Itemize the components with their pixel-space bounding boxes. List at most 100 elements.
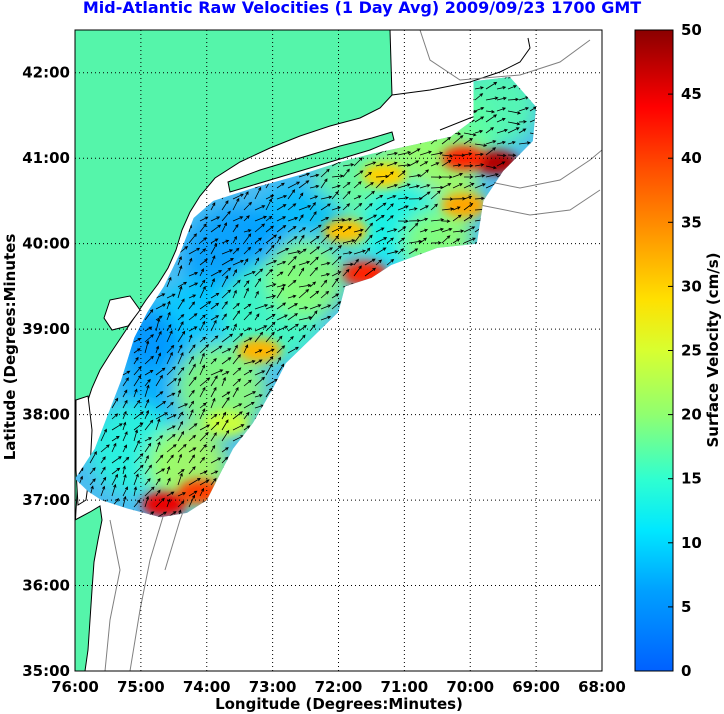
velocity-arrow — [298, 324, 307, 332]
velocity-arrow — [287, 264, 296, 277]
velocity-arrow — [133, 486, 138, 497]
velocity-arrow — [254, 205, 266, 211]
velocity-arrow — [177, 430, 185, 442]
x-tick-label: 72:00 — [315, 678, 363, 696]
velocity-arrow — [496, 96, 507, 101]
velocity-arrow — [254, 248, 263, 255]
velocity-arrow — [287, 335, 294, 343]
velocity-arrow — [243, 201, 253, 211]
velocity-arrow — [474, 116, 485, 123]
velocity-arrow — [133, 388, 138, 398]
velocity-arrow — [221, 348, 232, 354]
velocity-arrow — [386, 228, 398, 233]
velocity-arrow — [419, 169, 430, 178]
velocity-arrow — [386, 215, 394, 222]
velocity-arrow — [210, 292, 220, 299]
velocity-arrow — [243, 271, 256, 277]
colorbar-tick-label: 40 — [681, 149, 702, 167]
velocity-arrow — [430, 190, 441, 200]
velocity-arrow — [243, 337, 253, 343]
delaware-bay — [103, 295, 141, 331]
velocity-arrow — [463, 202, 474, 211]
velocity-arrow — [232, 310, 241, 321]
velocity-arrow — [100, 485, 106, 497]
velocity-arrow — [232, 386, 239, 398]
velocity-arrow — [133, 356, 139, 365]
velocity-arrow — [210, 302, 220, 310]
velocity-arrow — [199, 314, 206, 321]
velocity-arrow — [133, 374, 142, 387]
velocity-arrow — [243, 369, 253, 376]
x-tick-label: 74:00 — [183, 678, 231, 696]
velocity-arrow — [144, 369, 154, 376]
velocity-arrow — [188, 423, 198, 431]
velocity-arrow — [199, 268, 204, 277]
velocity-arrow — [298, 214, 304, 222]
velocity-arrow — [419, 150, 432, 156]
y-tick-label: 40:00 — [22, 235, 70, 253]
velocity-arrow — [254, 237, 263, 244]
velocity-arrow — [474, 107, 485, 112]
velocity-arrow — [232, 223, 239, 233]
velocity-arrow — [254, 186, 262, 200]
velocity-arrow — [221, 456, 229, 464]
velocity-arrow — [276, 325, 289, 332]
velocity-arrow — [243, 411, 250, 420]
velocity-arrow — [485, 127, 494, 134]
velocity-arrow — [111, 397, 119, 409]
velocity-arrow — [166, 351, 173, 365]
velocity-arrow — [133, 399, 141, 409]
velocity-arrow — [199, 285, 206, 299]
velocity-arrow — [254, 277, 262, 288]
velocity-hotspot — [441, 193, 486, 218]
velocity-arrow — [210, 315, 220, 321]
velocity-arrow — [199, 364, 205, 376]
velocity-arrow — [221, 300, 228, 310]
velocity-arrow — [408, 222, 419, 233]
velocity-arrow — [309, 184, 320, 189]
velocity-arrow — [419, 237, 427, 244]
velocity-arrow — [298, 248, 307, 255]
velocity-arrow — [496, 161, 506, 167]
velocity-arrow — [111, 467, 121, 475]
velocity-arrow — [430, 203, 438, 211]
velocity-arrow — [166, 498, 171, 508]
velocity-arrow — [287, 189, 296, 200]
velocity-arrow — [419, 191, 431, 200]
velocity-arrow — [177, 420, 183, 431]
velocity-arrow — [199, 301, 212, 310]
velocity-arrow — [320, 290, 330, 299]
velocity-arrow — [199, 223, 207, 233]
velocity-arrow — [430, 218, 445, 222]
velocity-arrow — [276, 345, 286, 354]
velocity-arrow — [375, 179, 385, 189]
velocity-arrow — [210, 413, 218, 420]
velocity-arrow — [188, 447, 197, 453]
velocity-arrow — [309, 310, 318, 321]
velocity-arrow — [485, 81, 498, 90]
velocity-arrow — [221, 222, 227, 233]
velocity-arrow — [276, 356, 281, 365]
velocity-arrow — [254, 304, 269, 310]
velocity-arrow — [463, 215, 474, 222]
velocity-arrow — [144, 419, 154, 431]
velocity-arrow — [166, 293, 176, 299]
velocity-arrow — [342, 262, 354, 267]
velocity-arrow — [452, 238, 461, 244]
velocity-arrow — [507, 127, 520, 134]
velocity-arrow — [133, 411, 144, 420]
velocity-arrow — [287, 294, 297, 299]
velocity-arrow — [364, 258, 376, 266]
colorbar-tick-label: 10 — [681, 534, 702, 552]
velocity-arrow — [320, 178, 328, 189]
velocity-arrow — [331, 277, 339, 288]
velocity-arrow — [276, 235, 282, 244]
velocity-arrow — [177, 313, 185, 321]
velocity-arrow — [408, 160, 420, 167]
velocity-arrow — [199, 336, 207, 343]
velocity-arrow — [232, 193, 244, 200]
velocity-arrow — [254, 359, 263, 365]
velocity-arrow — [342, 226, 352, 233]
velocity-arrow — [397, 196, 409, 200]
